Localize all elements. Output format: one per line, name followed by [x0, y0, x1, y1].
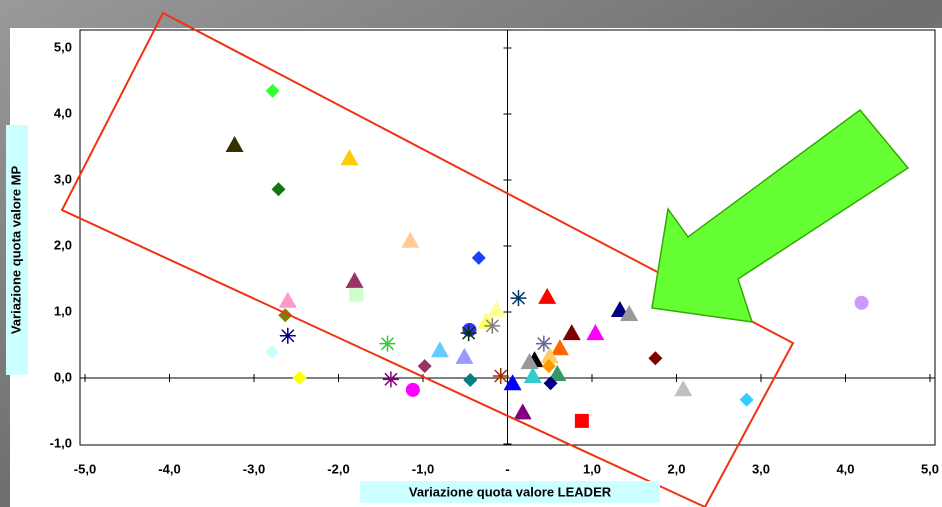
y-tick-label: 1,0 [54, 303, 72, 318]
point [430, 341, 449, 358]
point [541, 359, 556, 374]
point [405, 382, 420, 397]
point [620, 304, 639, 321]
point [513, 403, 532, 420]
x-tick-label: -5,0 [74, 461, 96, 476]
x-tick-label: 5,0 [921, 461, 939, 476]
highlight-box [60, 11, 795, 507]
point [460, 325, 477, 342]
point [543, 376, 558, 391]
x-label-bg [360, 481, 660, 503]
x-tick-label: -2,0 [327, 461, 349, 476]
point [523, 367, 542, 384]
point [340, 149, 359, 166]
point [550, 339, 569, 356]
plot-area [79, 29, 936, 446]
y-tick-label: 5,0 [54, 39, 72, 54]
point [349, 287, 364, 302]
x-tick-label: -3,0 [243, 461, 265, 476]
point [492, 368, 509, 385]
point [854, 295, 869, 310]
point [520, 353, 539, 370]
point [610, 301, 629, 318]
x-tick-label: -1,0 [412, 461, 434, 476]
point [648, 351, 663, 366]
x-tick-label: 2,0 [667, 461, 685, 476]
x-tick-label: - [505, 461, 509, 476]
x-axis-label: Variazione quota valore LEADER [409, 484, 612, 499]
point [503, 374, 522, 391]
x-tick-label: 1,0 [583, 461, 601, 476]
point [471, 250, 486, 265]
point [265, 83, 280, 98]
y-axis-label: Variazione quota valore MP [8, 166, 23, 335]
point [540, 347, 559, 364]
point [225, 136, 244, 153]
y-tick-label: 3,0 [54, 171, 72, 186]
point [574, 413, 589, 428]
point [739, 392, 754, 407]
y-tick-label: 2,0 [54, 237, 72, 252]
point [510, 290, 527, 307]
point [382, 371, 399, 388]
x-tick-label: 3,0 [752, 461, 770, 476]
point [292, 371, 307, 385]
point [586, 324, 605, 341]
point [401, 231, 420, 248]
point [278, 291, 297, 308]
point [463, 372, 478, 387]
x-tick-label: 4,0 [836, 461, 854, 476]
point [271, 182, 286, 197]
point [379, 335, 396, 352]
point [484, 317, 501, 334]
point [279, 327, 296, 344]
point [674, 380, 693, 397]
point [264, 345, 279, 360]
point [562, 324, 581, 341]
point [538, 287, 557, 304]
point [417, 359, 432, 374]
point [455, 347, 474, 364]
arrow [651, 108, 910, 323]
point [487, 301, 506, 318]
y-label-bg [6, 125, 28, 375]
y-tick-label: -1,0 [50, 435, 72, 450]
x-tick-label: -4,0 [158, 461, 180, 476]
point [345, 271, 364, 288]
y-tick-label: 4,0 [54, 105, 72, 120]
y-tick-label: 0,0 [54, 369, 72, 384]
point [535, 335, 552, 352]
point [548, 365, 567, 382]
